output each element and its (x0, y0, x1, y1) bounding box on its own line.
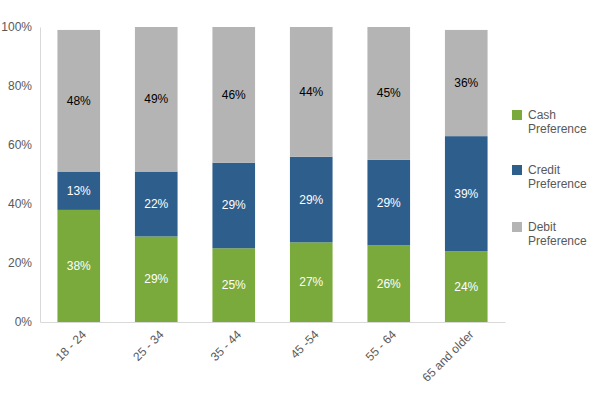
x-tick: 25 - 34 (130, 322, 167, 364)
y-tick-label: 40% (8, 197, 32, 211)
data-label: 29% (377, 196, 401, 210)
bar-segment (212, 27, 255, 163)
data-label: 26% (377, 277, 401, 291)
y-tick: 60% (8, 138, 40, 152)
bar-segment (445, 30, 488, 136)
data-label: 13% (67, 184, 91, 198)
bar-segment (57, 172, 100, 210)
x-tick-label: 45 -54 (288, 327, 322, 361)
bar-segment (290, 157, 333, 243)
data-labels: 38% 29% 25% 27% 26% 24% 13% 22% 29% 29% 29% 39% 48% 4… (67, 76, 479, 294)
x-tick-label: 55 - 64 (363, 327, 400, 364)
legend-swatch (512, 110, 522, 120)
data-label: 45% (377, 86, 401, 100)
bar-segment (445, 251, 488, 322)
legend-swatch (512, 222, 522, 232)
legend-label-line: Preference (528, 122, 587, 136)
y-tick: 20% (8, 256, 40, 270)
data-label: 22% (144, 197, 168, 211)
y-tick-label: 80% (8, 79, 32, 93)
data-label: 24% (454, 280, 478, 294)
x-tick: 55 - 64 (363, 322, 400, 364)
data-label: 29% (222, 198, 246, 212)
x-axis: 18 - 24 25 - 34 35 - 44 45 -54 55 - 64 65 and… (41, 322, 506, 385)
bar-segment (57, 30, 100, 172)
y-axis-line (40, 28, 41, 323)
x-tick-label: 25 - 34 (130, 327, 167, 364)
legend-swatch (512, 165, 522, 175)
x-tick: 35 - 44 (208, 322, 245, 364)
bar-segment (57, 210, 100, 322)
data-label: 38% (67, 259, 91, 273)
legend-label: DebitPreference (528, 220, 587, 248)
y-axis: 0% 20% 40% 60% 80% 100% (1, 20, 40, 329)
legend-label-line: Preference (528, 177, 587, 191)
data-label: 29% (144, 272, 168, 286)
bar-segment (212, 163, 255, 249)
legend-label: CashPreference (528, 108, 587, 136)
bar-segment (212, 248, 255, 322)
bar-segment (135, 172, 178, 237)
y-tick-label: 20% (8, 256, 32, 270)
data-label: 39% (454, 187, 478, 201)
bar-segment (367, 27, 410, 160)
legend-item: CashPreference (512, 108, 587, 136)
bars (57, 27, 487, 322)
bar-segment (290, 27, 333, 157)
legend-label-line: Debit (528, 220, 557, 234)
legend-label: CreditPreference (528, 163, 587, 191)
data-label: 27% (299, 275, 323, 289)
bar-segment (445, 136, 488, 251)
y-tick: 0% (15, 315, 40, 329)
bar-segment (367, 245, 410, 322)
y-tick: 80% (8, 79, 40, 93)
legend-label-line: Cash (528, 108, 556, 122)
legend-label-line: Credit (528, 163, 561, 177)
legend-label-line: Preference (528, 234, 587, 248)
bar-segment (135, 236, 178, 322)
x-tick: 18 - 24 (53, 322, 90, 364)
data-label: 36% (454, 76, 478, 90)
legend-item: DebitPreference (512, 220, 587, 248)
data-label: 46% (222, 88, 246, 102)
bar-segment (367, 160, 410, 246)
y-tick-label: 0% (15, 315, 33, 329)
data-label: 49% (144, 92, 168, 106)
legend: CashPreferenceCreditPreferenceDebitPrefe… (512, 108, 587, 248)
y-tick-label: 60% (8, 138, 32, 152)
data-label: 29% (299, 193, 323, 207)
data-label: 44% (299, 85, 323, 99)
x-axis-line (41, 322, 506, 323)
bar-segment (135, 27, 178, 172)
x-tick-label: 18 - 24 (53, 327, 90, 364)
x-tick-label: 35 - 44 (208, 327, 245, 364)
data-label: 48% (67, 94, 91, 108)
data-label: 25% (222, 278, 246, 292)
y-tick: 100% (1, 20, 40, 34)
chart: 0% 20% 40% 60% 80% 100% 18 - 24 25 - 34 35 - 44 4… (0, 0, 611, 396)
x-tick: 45 -54 (288, 322, 322, 361)
x-tick: 65 and older (419, 322, 476, 385)
legend-item: CreditPreference (512, 163, 587, 191)
y-tick-label: 100% (1, 20, 32, 34)
y-tick: 40% (8, 197, 40, 211)
x-tick-label: 65 and older (419, 328, 476, 385)
bar-segment (290, 242, 333, 322)
